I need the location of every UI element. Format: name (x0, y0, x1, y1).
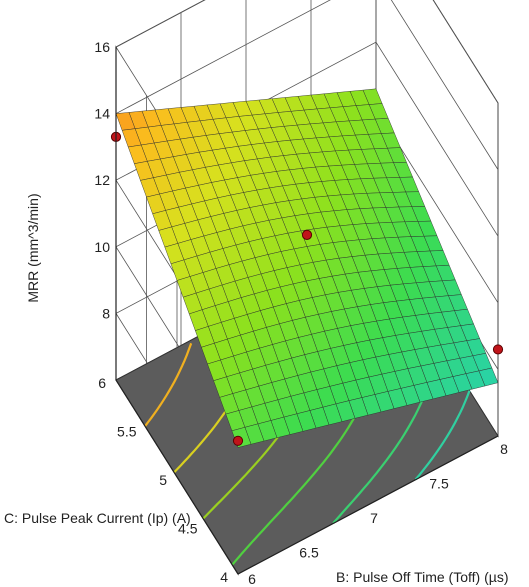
design-point (232, 435, 244, 446)
y-tick-label: 4.5 (178, 521, 198, 537)
x-tick-labels: 6 6.5 7 7.5 8 (248, 441, 508, 587)
axes (115, 47, 499, 575)
y-tick-label: 5.5 (117, 424, 137, 440)
design-point (492, 344, 504, 355)
x-tick-label: 7.5 (429, 476, 449, 492)
z-axis-label: MRR (mm^3/min) (25, 193, 41, 302)
design-point (301, 229, 313, 240)
x-tick-label: 6.5 (299, 545, 319, 561)
z-tick-label: 16 (94, 39, 110, 55)
x-tick-label: 8 (500, 441, 508, 457)
y-tick-label: 4 (220, 569, 228, 585)
y-tick-label: 6 (98, 375, 106, 391)
z-tick-labels: 8 10 12 14 16 (94, 39, 110, 321)
z-tick-label: 8 (102, 305, 110, 321)
contour-line (144, 342, 193, 427)
z-tick-label: 14 (94, 106, 110, 122)
design-points (110, 131, 504, 446)
z-tick-label: 12 (94, 172, 110, 188)
x-tick-label: 6 (248, 571, 256, 587)
x-axis-label: B: Pulse Off Time (Toff) (µs) (336, 569, 508, 585)
y-axis-label: C: Pulse Peak Current (Ip) (A) (4, 510, 191, 526)
z-tick-label: 10 (94, 239, 110, 255)
x-tick-label: 7 (370, 510, 378, 526)
x-axis-line (237, 435, 499, 575)
y-tick-labels: 4 4.5 5 5.5 6 (98, 375, 228, 585)
response-surface (115, 88, 499, 448)
y-axis-line (115, 379, 239, 575)
contour-line (414, 390, 471, 481)
y-tick-label: 5 (159, 472, 167, 488)
